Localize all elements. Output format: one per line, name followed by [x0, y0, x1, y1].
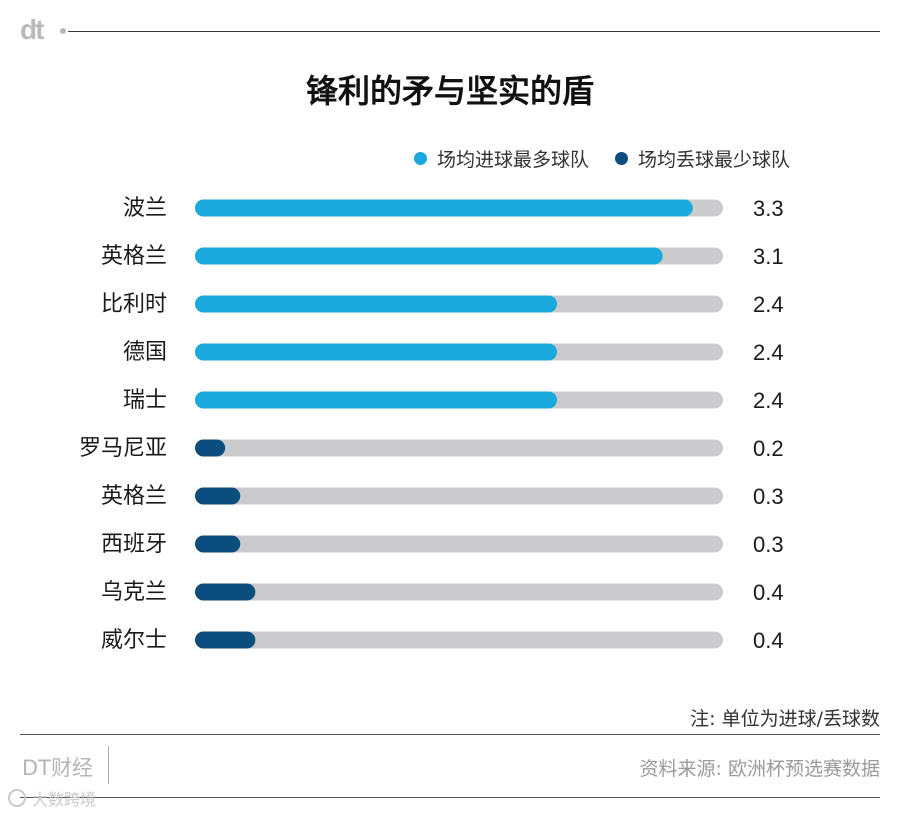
- category-label: 西班牙: [101, 532, 167, 557]
- watermark: 大数跨境: [8, 786, 96, 810]
- chart-title: 锋利的矛与坚实的盾: [305, 72, 594, 110]
- chart-legend: 场均进球最多球队 场均丢球最少球队: [413, 145, 790, 172]
- category-label: 英格兰: [101, 244, 167, 269]
- bar-track: [195, 487, 723, 505]
- category-label: 英格兰: [101, 484, 167, 509]
- bar-goals-conceded: [195, 439, 226, 457]
- legend-item-goals-scored: 场均进球最多球队: [413, 145, 589, 172]
- category-label: 波兰: [123, 196, 167, 221]
- category-label: 罗马尼亚: [79, 436, 167, 461]
- bar-track: [195, 535, 723, 553]
- value-label: 3.3: [753, 196, 784, 221]
- bar-goals-conceded: [195, 583, 256, 601]
- category-label: 乌克兰: [101, 580, 167, 605]
- bar-track: [195, 631, 723, 649]
- bar-goals-conceded: [195, 487, 241, 505]
- legend-label-goals-conceded: 场均丢球最少球队: [637, 149, 790, 171]
- watermark-icon: [8, 789, 26, 807]
- bar-goals-scored: [195, 295, 558, 313]
- brand-separator: [108, 746, 109, 784]
- watermark-text: 大数跨境: [32, 790, 97, 809]
- dt-logo: dt: [20, 14, 44, 45]
- bar-goals-scored: [195, 343, 558, 361]
- legend-dot-goals-scored: [413, 152, 427, 165]
- value-label: 0.2: [753, 436, 784, 461]
- category-label: 德国: [123, 340, 167, 365]
- value-label: 2.4: [753, 340, 784, 365]
- bar-goals-scored: [195, 247, 663, 265]
- value-label: 0.4: [753, 580, 784, 605]
- bar-track: [195, 439, 723, 457]
- category-label: 比利时: [101, 292, 167, 317]
- bar-goals-scored: [195, 391, 558, 409]
- unit-note: 注: 单位为进球/丢球数: [690, 708, 880, 730]
- value-label: 0.3: [753, 484, 784, 509]
- bar-goals-scored: [195, 199, 693, 217]
- top-divider: [68, 31, 880, 32]
- bar-chart: 波兰 3.3 英格兰 3.1 比利时 2.4 德国 2.4 瑞士 2.4 罗马尼亚 0.2 英格兰 0.3…: [79, 196, 784, 653]
- bar-goals-conceded: [195, 535, 241, 553]
- logo-dot: [60, 28, 66, 34]
- value-label: 2.4: [753, 388, 784, 413]
- bar-goals-conceded: [195, 631, 256, 649]
- value-label: 0.3: [753, 532, 784, 557]
- legend-dot-goals-conceded: [614, 152, 628, 165]
- legend-label-goals-scored: 场均进球最多球队: [436, 149, 589, 171]
- bottom-divider: [20, 797, 880, 798]
- value-label: 3.1: [753, 244, 784, 269]
- category-label: 威尔士: [101, 628, 167, 653]
- source-note: 资料来源: 欧洲杯预选赛数据: [639, 758, 880, 780]
- bar-track: [195, 583, 723, 601]
- footer-divider: [20, 734, 880, 735]
- brand-label: DT财经: [22, 756, 93, 780]
- value-label: 2.4: [753, 292, 784, 317]
- category-label: 瑞士: [123, 388, 167, 413]
- legend-item-goals-conceded: 场均丢球最少球队: [614, 145, 790, 172]
- value-label: 0.4: [753, 628, 784, 653]
